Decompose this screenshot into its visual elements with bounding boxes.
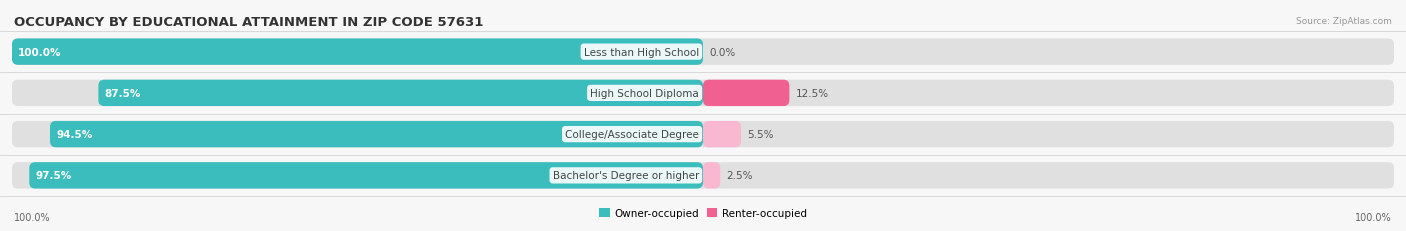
Legend: Owner-occupied, Renter-occupied: Owner-occupied, Renter-occupied <box>599 208 807 218</box>
Text: 97.5%: 97.5% <box>35 171 72 181</box>
FancyBboxPatch shape <box>13 162 1393 189</box>
FancyBboxPatch shape <box>30 162 703 189</box>
Text: 0.0%: 0.0% <box>709 47 735 57</box>
Text: 12.5%: 12.5% <box>796 88 828 98</box>
Text: OCCUPANCY BY EDUCATIONAL ATTAINMENT IN ZIP CODE 57631: OCCUPANCY BY EDUCATIONAL ATTAINMENT IN Z… <box>14 15 484 28</box>
Text: College/Associate Degree: College/Associate Degree <box>565 130 699 140</box>
Text: 2.5%: 2.5% <box>727 171 752 181</box>
FancyBboxPatch shape <box>13 122 1393 148</box>
Text: High School Diploma: High School Diploma <box>591 88 699 98</box>
FancyBboxPatch shape <box>13 80 1393 107</box>
Text: Less than High School: Less than High School <box>583 47 699 57</box>
FancyBboxPatch shape <box>98 80 703 107</box>
FancyBboxPatch shape <box>51 122 703 148</box>
Text: 5.5%: 5.5% <box>747 130 773 140</box>
FancyBboxPatch shape <box>13 39 703 66</box>
Text: 100.0%: 100.0% <box>14 212 51 222</box>
Text: 94.5%: 94.5% <box>56 130 93 140</box>
FancyBboxPatch shape <box>703 162 720 189</box>
FancyBboxPatch shape <box>703 122 741 148</box>
Text: 100.0%: 100.0% <box>1355 212 1392 222</box>
Text: Source: ZipAtlas.com: Source: ZipAtlas.com <box>1296 17 1392 26</box>
Text: Bachelor's Degree or higher: Bachelor's Degree or higher <box>553 171 699 181</box>
Text: 100.0%: 100.0% <box>18 47 62 57</box>
FancyBboxPatch shape <box>703 80 789 107</box>
FancyBboxPatch shape <box>13 39 1393 66</box>
Text: 87.5%: 87.5% <box>104 88 141 98</box>
